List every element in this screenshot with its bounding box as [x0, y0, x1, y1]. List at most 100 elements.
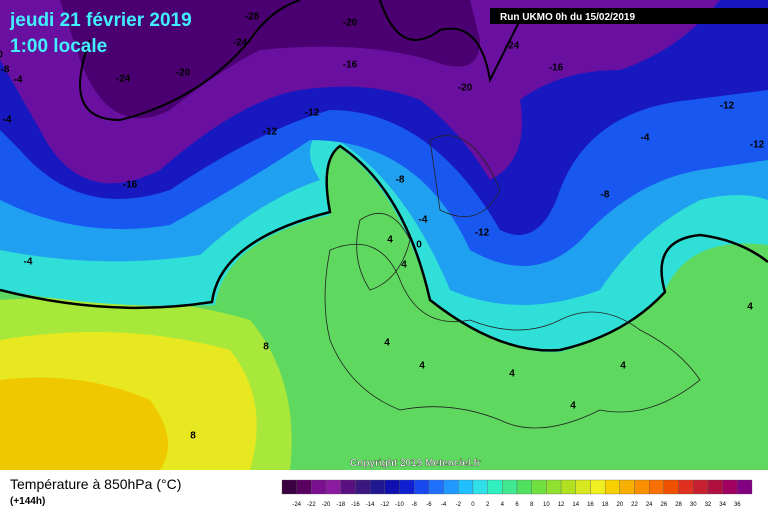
scale-swatch	[399, 479, 415, 495]
coldest-zone	[60, 0, 480, 119]
scale-swatch	[516, 479, 532, 495]
contour-label: -12	[475, 228, 490, 239]
scale-tick-label: 24	[646, 502, 653, 508]
scale-swatch	[428, 479, 444, 495]
scale-swatch	[340, 479, 356, 495]
scale-tick-label: -8	[412, 502, 418, 508]
contour-label: 8	[190, 431, 196, 442]
lead-time: (+144h)	[10, 496, 45, 507]
contour-label: 4	[509, 369, 515, 380]
scale-swatch	[443, 479, 459, 495]
scale-tick-label: -24	[292, 502, 301, 508]
scale-swatch	[693, 479, 709, 495]
contour-label: -12	[750, 140, 765, 151]
contour-label: -4	[14, 75, 23, 86]
scale-swatch	[355, 479, 371, 495]
scale-swatch	[590, 479, 606, 495]
scale-swatch	[384, 479, 400, 495]
contour-label: -4	[419, 215, 428, 226]
scale-swatch	[560, 479, 576, 495]
contour-label: -20	[458, 83, 473, 94]
contour-label: -4	[641, 133, 650, 144]
scale-swatch	[325, 479, 341, 495]
run-info: Run UKMO 0h du 15/02/2019	[500, 12, 635, 23]
coastline	[356, 135, 501, 291]
contour-label: 4	[401, 260, 407, 271]
scale-tick-label: 2	[486, 502, 490, 508]
color-scale: -24 -22 -20 -18 -16 -14 -12 -10 -8 -6 -4 -2 0 2 4 6 8 10 1…	[281, 479, 753, 508]
scale-swatch	[722, 479, 738, 495]
scale-tick-label: 28	[675, 502, 682, 508]
scale-swatch	[604, 479, 620, 495]
contour-label: -20	[176, 68, 191, 79]
scale-swatch	[737, 479, 753, 495]
contour-label: 4	[387, 235, 393, 246]
scale-swatch	[472, 479, 488, 495]
contour-label: 0	[416, 240, 422, 251]
scale-tick-label: 12	[558, 502, 565, 508]
scale-tick-label: -4	[441, 502, 447, 508]
contour-label: 4	[384, 338, 390, 349]
copyright: Copyright 2019 Meteociel.fr	[350, 458, 481, 469]
scale-tick-label: 8	[530, 502, 534, 508]
contour-label: -16	[343, 60, 358, 71]
scale-tick-label: 34	[719, 502, 726, 508]
contour-label: -8	[601, 190, 610, 201]
scale-tick-label: -2	[456, 502, 462, 508]
run-box	[490, 8, 768, 24]
scale-tick-label: -10	[395, 502, 404, 508]
contour-label: -20	[343, 18, 358, 29]
contour-label: -16	[549, 63, 564, 74]
scale-tick-label: -18	[336, 502, 345, 508]
scale-swatch	[707, 479, 723, 495]
scale-swatch	[311, 479, 327, 495]
contour-label: -16	[123, 180, 138, 191]
contour-label: -24	[233, 38, 248, 49]
scale-tick-label: -14	[366, 502, 375, 508]
map-subtitle: 1:00 locale	[10, 36, 107, 57]
scale-tick-label: 16	[587, 502, 594, 508]
contour-label: -4	[3, 115, 12, 126]
scale-swatch	[281, 479, 297, 495]
scale-swatch	[575, 479, 591, 495]
scale-swatch	[649, 479, 665, 495]
scale-tick-label: -16	[351, 502, 360, 508]
contour-label: -8	[396, 175, 405, 186]
scale-tick-label: 4	[501, 502, 505, 508]
contour-label: -12	[720, 101, 735, 112]
map-title: jeudi 21 février 2019	[9, 10, 192, 31]
scale-tick-label: 26	[661, 502, 668, 508]
scale-tick-label: -6	[426, 502, 432, 508]
contour-label: -12	[263, 127, 278, 138]
contour-labels: -28 -24 -20 -24 -20 -16 -20 -24 -16 -12 -4 -8 0 -4 -12…	[0, 12, 765, 442]
contour-label: 4	[620, 361, 626, 372]
contour-label: 4	[747, 302, 753, 313]
scale-tick-label: 14	[572, 502, 579, 508]
zero-isotherm	[0, 144, 768, 352]
scale-tick-label: 30	[690, 502, 697, 508]
scale-swatch	[619, 479, 635, 495]
scale-swatch	[487, 479, 503, 495]
scale-tick-label: 22	[631, 502, 638, 508]
scale-tick-label: 0	[471, 502, 475, 508]
scale-swatch	[296, 479, 312, 495]
isotherm	[79, 0, 301, 122]
warmest-zone	[0, 377, 168, 470]
contour-label: -8	[1, 65, 10, 76]
scale-swatch	[546, 479, 562, 495]
contour-label: 8	[263, 342, 269, 353]
contour-label: -28	[245, 12, 260, 23]
coastline	[324, 243, 701, 429]
scale-tick-label: 10	[543, 502, 550, 508]
scale-tick-label: 32	[705, 502, 712, 508]
scale-tick-label: 20	[616, 502, 623, 508]
scale-swatch	[502, 479, 518, 495]
scale-swatch	[663, 479, 679, 495]
contour-label: 0	[0, 50, 3, 61]
scale-swatch	[634, 479, 650, 495]
scale-swatch	[678, 479, 694, 495]
map: -28 -24 -20 -24 -20 -16 -20 -24 -16 -12 -4 -8 0 -4 -12…	[0, 0, 768, 470]
contour-label: -4	[24, 257, 33, 268]
scale-tick-label: -22	[307, 502, 316, 508]
